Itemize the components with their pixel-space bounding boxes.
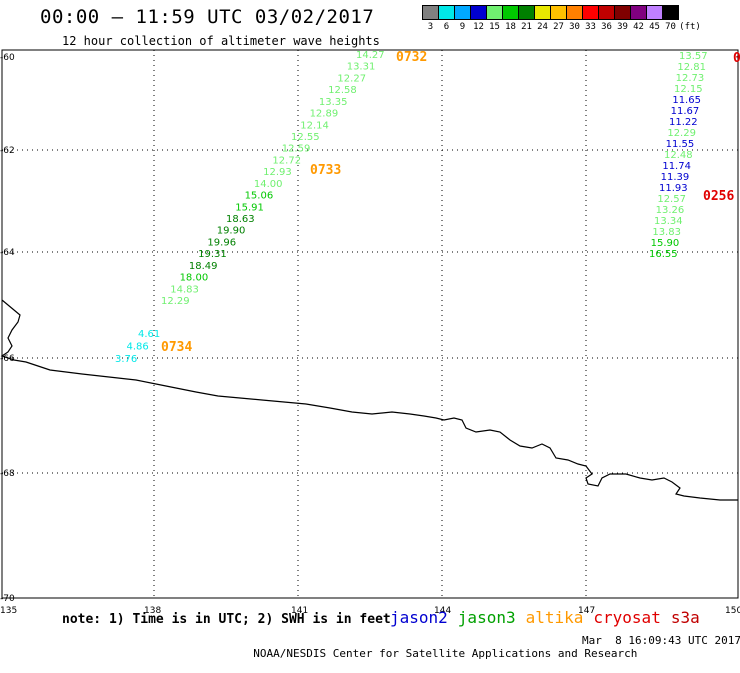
scale-label: 39 xyxy=(617,22,628,32)
wave-height-value: 12.89 xyxy=(310,109,339,120)
wave-height-value: 15.90 xyxy=(651,238,680,249)
wave-height-value: 13.31 xyxy=(347,62,376,73)
pass-time-label: 0 xyxy=(733,51,740,66)
wave-height-value: 11.74 xyxy=(662,161,691,172)
color-scale xyxy=(422,5,679,20)
map-subtitle: 12 hour collection of altimeter wave hei… xyxy=(62,34,380,48)
wave-height-value: 13.83 xyxy=(652,227,681,238)
wave-height-value: 18.00 xyxy=(180,273,209,284)
wave-height-value: 19.31 xyxy=(198,249,227,260)
pass-time-label: 0256 xyxy=(703,189,734,204)
wave-height-value: 12.55 xyxy=(291,132,320,143)
map-frame xyxy=(1,49,739,599)
legend-jason2: jason2 xyxy=(390,608,448,627)
lon-label: 147 xyxy=(578,606,595,616)
wave-height-value: 11.22 xyxy=(669,117,698,128)
wave-height-value: 3.76 xyxy=(115,354,137,365)
wave-height-value: 11.67 xyxy=(671,106,700,117)
scale-unit: (ft) xyxy=(679,22,701,32)
wave-height-value: 11.65 xyxy=(672,95,701,106)
lat-label: -66 xyxy=(0,354,15,364)
wave-height-value: 11.55 xyxy=(666,139,695,150)
scale-label: 18 xyxy=(505,22,516,32)
wave-height-value: 18.63 xyxy=(226,214,255,225)
wave-height-value: 19.96 xyxy=(207,237,236,248)
wave-height-value: 12.15 xyxy=(674,84,703,95)
wave-height-value: 19.90 xyxy=(217,226,246,237)
scale-label: 21 xyxy=(521,22,532,32)
wave-height-value: 4.86 xyxy=(127,342,149,353)
legend-cryosat: cryosat xyxy=(593,608,661,627)
pass-time-label: 0734 xyxy=(161,340,192,355)
scale-label: 45 xyxy=(649,22,660,32)
lat-label: -62 xyxy=(0,146,15,156)
scale-label: 36 xyxy=(601,22,612,32)
wave-height-value: 12.48 xyxy=(664,150,693,161)
wave-height-value: 14.83 xyxy=(170,284,199,295)
lon-label: 150 xyxy=(725,606,740,616)
wave-height-value: 13.35 xyxy=(319,97,348,108)
satellite-legend: jason2 jason3 altika cryosat s3a xyxy=(390,608,710,627)
pass-time-label: 0732 xyxy=(396,50,427,65)
wave-height-value: 12.29 xyxy=(667,128,696,139)
wave-height-value: 15.06 xyxy=(245,191,274,202)
lat-label: -60 xyxy=(0,53,15,63)
coastline xyxy=(0,299,738,501)
wave-height-value: 13.34 xyxy=(654,216,683,227)
scale-label: 12 xyxy=(473,22,484,32)
lon-label: 135 xyxy=(0,606,17,616)
wave-height-value: 14.00 xyxy=(254,179,283,190)
wave-height-value: 12.14 xyxy=(300,120,329,131)
wave-height-value: 12.81 xyxy=(677,62,706,73)
lat-label: -70 xyxy=(0,594,15,604)
wave-height-value: 12.93 xyxy=(263,167,292,178)
map-title: 00:00 – 11:59 UTC 03/02/2017 xyxy=(40,6,375,28)
scale-label: 6 xyxy=(443,22,450,32)
footer-note: note: 1) Time is in UTC; 2) SWH is in fe… xyxy=(62,612,391,627)
scale-label: 24 xyxy=(537,22,548,32)
wave-height-value: 15.91 xyxy=(235,202,264,213)
wave-height-map: -60 -62 -64 -66 -68 -70 135 138 141 144 147 150 12.2… xyxy=(0,49,740,616)
legend-jason3: jason3 xyxy=(457,608,516,627)
scale-label: 70 xyxy=(665,22,676,32)
wave-height-value: 12.72 xyxy=(272,155,301,166)
wave-height-value: 12.58 xyxy=(328,85,357,96)
lat-label: -68 xyxy=(0,469,15,479)
wave-height-value: 4.61 xyxy=(138,329,160,340)
wave-height-value: 12.57 xyxy=(657,194,686,205)
wave-height-value: 18.49 xyxy=(189,261,218,272)
scale-label: 42 xyxy=(633,22,644,32)
wave-height-value: 12.27 xyxy=(337,73,366,84)
scale-label: 33 xyxy=(585,22,596,32)
scale-label: 27 xyxy=(553,22,564,32)
credit-line: NOAA/NESDIS Center for Satellite Applica… xyxy=(240,634,740,673)
scale-label: 15 xyxy=(489,22,500,32)
lon-label: 138 xyxy=(144,606,161,616)
wave-height-value: 16.55 xyxy=(649,249,678,260)
scale-swatch xyxy=(662,5,679,20)
credit-text: NOAA/NESDIS Center for Satellite Applica… xyxy=(253,647,638,660)
pass-time-label: 0733 xyxy=(310,163,341,178)
scale-label: 3 xyxy=(427,22,434,32)
legend-s3a: s3a xyxy=(670,608,700,627)
wave-height-value: 11.39 xyxy=(661,172,690,183)
scale-label: 9 xyxy=(459,22,466,32)
wave-height-value: 12.59 xyxy=(282,144,311,155)
lon-label: 144 xyxy=(434,606,451,616)
wave-height-value: 11.93 xyxy=(659,183,688,194)
wave-height-value: 12.29 xyxy=(161,296,190,307)
generated-timestamp: Mar 8 16:09:43 UTC 2017 xyxy=(582,634,740,647)
wave-height-value: 12.73 xyxy=(676,73,705,84)
wave-height-value: 13.57 xyxy=(679,51,708,62)
lon-label: 141 xyxy=(291,606,308,616)
scale-label: 30 xyxy=(569,22,580,32)
wave-height-value: 14.27 xyxy=(356,50,385,61)
legend-altika: altika xyxy=(525,608,584,627)
lat-label: -64 xyxy=(0,248,15,258)
wave-height-value: 13.26 xyxy=(656,205,685,216)
